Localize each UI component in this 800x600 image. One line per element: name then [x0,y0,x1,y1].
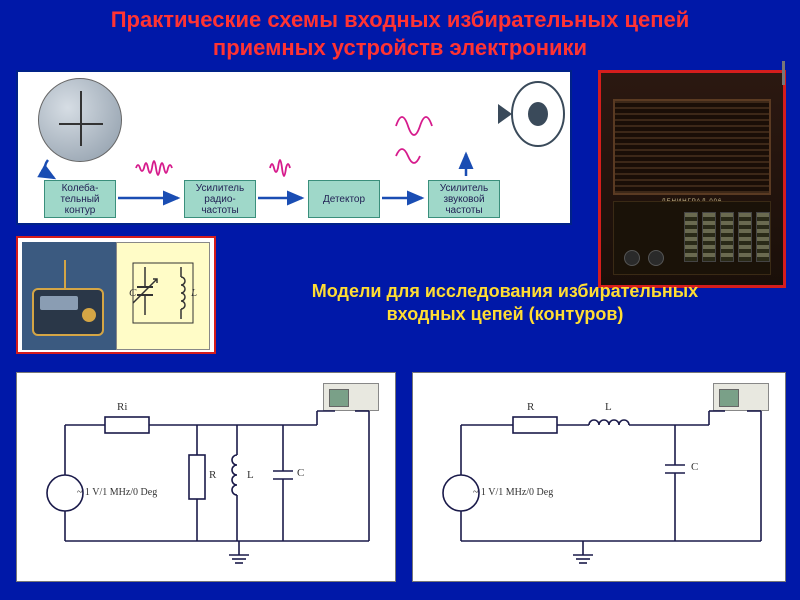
radio-grille [613,99,771,195]
circuit-1: Ri R L C ~ 1 V/1 MHz/0 Deg [16,372,396,582]
radio-slider [684,212,698,262]
mini-radio-icon [32,288,104,336]
c2-src-label: ~ 1 V/1 MHz/0 Deg [473,487,553,498]
circuit2-svg [413,373,787,583]
radio-knob [648,250,664,266]
subtitle: Модели для исследования избирательных вх… [225,280,785,327]
c2-r-label: R [527,401,534,413]
block-rf-amp: Усилитель радио- частоты [184,180,256,218]
antenna-icon [38,78,122,162]
circuit-2: R L C ~ 1 V/1 MHz/0 Deg [412,372,786,582]
circuit1-svg [17,373,397,583]
subtitle-line2: входных цепей (контуров) [387,304,624,324]
c1-c-label: C [297,467,304,479]
ind-label: L [191,287,197,299]
radio-slider [738,212,752,262]
c2-c-label: C [691,461,698,473]
radio-control-panel [613,201,771,275]
cap-label: C [129,287,136,299]
radio-knob [624,250,640,266]
c2-l-label: L [605,401,612,413]
radio-photo: ЛЕНИНГРАД 006 [598,70,786,288]
page-title: Практические схемы входных избирательных… [0,0,800,65]
block-detector: Детектор [308,180,380,218]
title-line1: Практические схемы входных избирательных… [111,7,690,32]
block-diagram: Колеба- тельный контур Усилитель радио- … [16,70,572,225]
title-line2: приемных устройств электроники [213,35,587,60]
c1-ri-label: Ri [117,401,127,413]
radio-slider [702,212,716,262]
lc-circuit: C L [116,242,210,350]
mini-radio-panel [22,242,116,350]
lc-panel: C L [16,236,216,354]
c1-src-label: ~ 1 V/1 MHz/0 Deg [77,487,157,498]
block-af-amp: Усилитель звуковой частоты [428,180,500,218]
block-oscillator: Колеба- тельный контур [44,180,116,218]
c1-r-label: R [209,469,216,481]
radio-slider [720,212,734,262]
subtitle-line1: Модели для исследования избирательных [312,281,698,301]
radio-slider [756,212,770,262]
c1-l-label: L [247,469,254,481]
radio-antenna-icon [782,61,785,85]
